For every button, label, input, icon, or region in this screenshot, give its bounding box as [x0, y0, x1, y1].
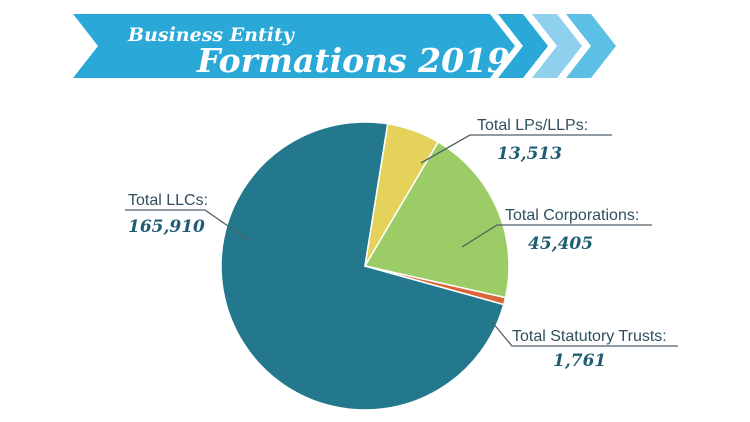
pie-chart [220, 121, 510, 411]
leader-line-trusts [491, 321, 678, 347]
label-statutory-trusts: Total Statutory Trusts: [512, 328, 667, 345]
pie-slice-llcs [220, 121, 505, 411]
chevron-icon [498, 14, 548, 78]
title-line-2: Formations 2019 [196, 41, 510, 80]
title-line-1: Business Entity [127, 24, 296, 46]
header-banner: Business Entity Formations 2019 [73, 14, 616, 80]
leader-lines [125, 134, 678, 347]
value-llcs: 165,910 [128, 217, 205, 237]
slice-labels: Total LLCs: 165,910 Total LPs/LLPs: 13,5… [128, 117, 667, 371]
leader-line-lps [420, 134, 612, 164]
label-lps-llps: Total LPs/LLPs: [477, 117, 588, 134]
label-corporations: Total Corporations: [505, 207, 639, 224]
value-corporations: 45,405 [528, 234, 593, 254]
banner-shape [73, 14, 515, 78]
pie-slice-corporations [363, 140, 510, 299]
pie-slice-statutory-trusts [364, 265, 507, 306]
chevron-icon [532, 14, 582, 78]
label-llcs: Total LLCs: [128, 192, 208, 209]
leader-line-llcs [125, 209, 249, 241]
chevron-icon [566, 14, 616, 78]
value-statutory-trusts: 1,761 [553, 351, 606, 371]
leader-line-corps [461, 224, 652, 248]
value-lps-llps: 13,513 [497, 144, 562, 164]
